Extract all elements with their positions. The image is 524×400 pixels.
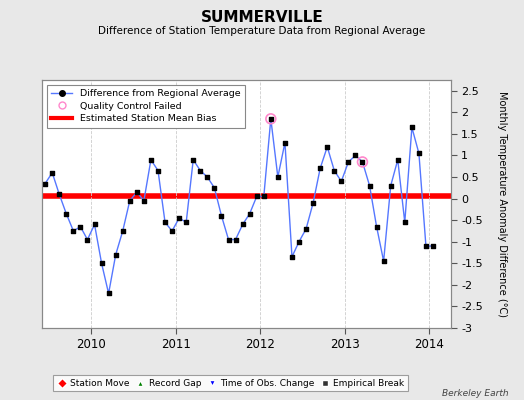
- Point: [309, 200, 318, 206]
- Point: [295, 238, 303, 245]
- Point: [358, 159, 367, 165]
- Point: [365, 182, 374, 189]
- Point: [97, 260, 106, 266]
- Point: [379, 258, 388, 264]
- Point: [387, 182, 395, 189]
- Point: [118, 228, 127, 234]
- Point: [175, 215, 183, 221]
- Point: [400, 219, 409, 226]
- Point: [337, 178, 345, 184]
- Point: [422, 243, 430, 249]
- Point: [140, 198, 148, 204]
- Point: [154, 167, 162, 174]
- Point: [358, 159, 367, 165]
- Point: [238, 221, 247, 228]
- Point: [76, 224, 84, 230]
- Text: Berkeley Earth: Berkeley Earth: [442, 389, 508, 398]
- Point: [253, 193, 261, 200]
- Legend: Station Move, Record Gap, Time of Obs. Change, Empirical Break: Station Move, Record Gap, Time of Obs. C…: [53, 375, 408, 392]
- Point: [344, 159, 353, 165]
- Point: [210, 185, 219, 191]
- Point: [267, 116, 275, 122]
- Point: [245, 210, 254, 217]
- Point: [62, 210, 71, 217]
- Point: [168, 228, 176, 234]
- Point: [429, 243, 437, 249]
- Point: [267, 116, 275, 122]
- Point: [196, 167, 204, 174]
- Point: [302, 226, 310, 232]
- Point: [69, 228, 78, 234]
- Legend: Difference from Regional Average, Quality Control Failed, Estimated Station Mean: Difference from Regional Average, Qualit…: [47, 85, 245, 128]
- Point: [351, 152, 359, 159]
- Y-axis label: Monthly Temperature Anomaly Difference (°C): Monthly Temperature Anomaly Difference (…: [497, 91, 507, 317]
- Point: [259, 193, 268, 200]
- Point: [55, 191, 63, 198]
- Point: [231, 236, 239, 243]
- Point: [83, 236, 92, 243]
- Text: Difference of Station Temperature Data from Regional Average: Difference of Station Temperature Data f…: [99, 26, 425, 36]
- Point: [90, 221, 99, 228]
- Point: [414, 150, 423, 156]
- Point: [323, 144, 332, 150]
- Point: [316, 165, 324, 172]
- Point: [274, 174, 282, 180]
- Point: [189, 156, 198, 163]
- Point: [133, 189, 141, 195]
- Point: [394, 156, 402, 163]
- Point: [182, 219, 190, 226]
- Point: [147, 156, 155, 163]
- Point: [373, 224, 381, 230]
- Point: [281, 139, 289, 146]
- Point: [112, 252, 120, 258]
- Point: [161, 219, 169, 226]
- Point: [126, 198, 134, 204]
- Point: [288, 254, 296, 260]
- Point: [224, 236, 233, 243]
- Point: [203, 174, 212, 180]
- Point: [330, 167, 339, 174]
- Point: [104, 290, 113, 297]
- Point: [41, 180, 49, 187]
- Text: SUMMERVILLE: SUMMERVILLE: [201, 10, 323, 25]
- Point: [217, 213, 226, 219]
- Point: [48, 170, 57, 176]
- Point: [408, 124, 416, 131]
